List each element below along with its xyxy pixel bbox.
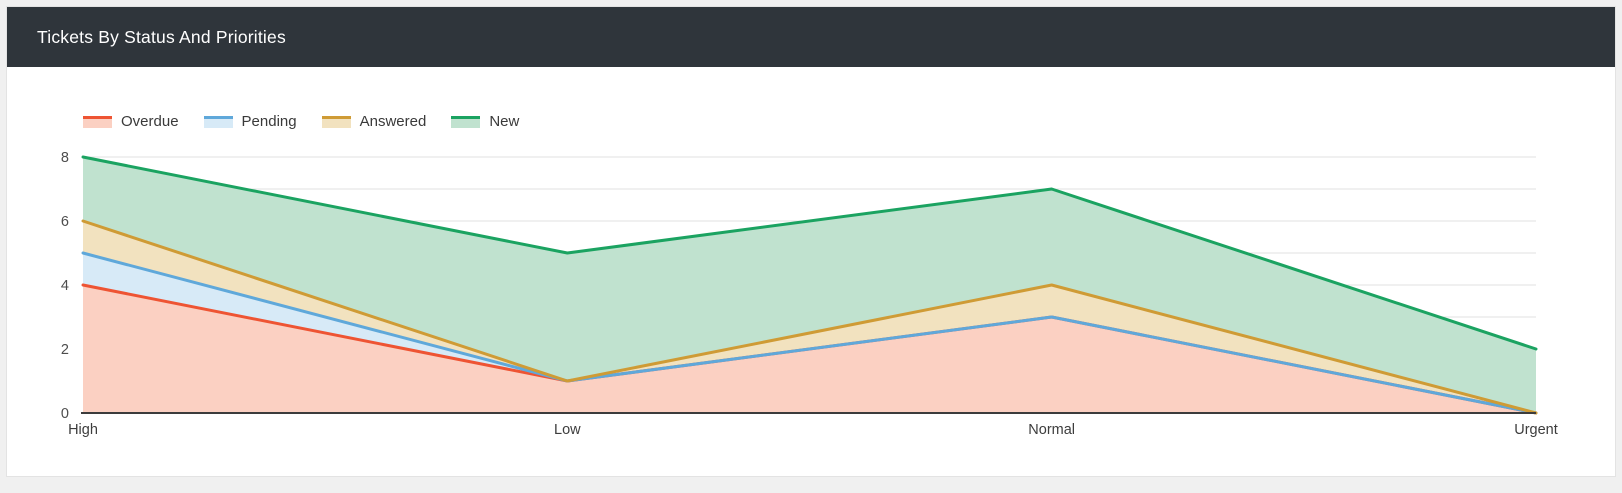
y-tick-label: 2 xyxy=(61,342,69,358)
legend-swatch-overdue xyxy=(83,115,112,128)
tickets-panel: Tickets By Status And Priorities Overdue… xyxy=(6,6,1616,477)
legend-item-pending[interactable]: Pending xyxy=(203,113,297,130)
legend-item-overdue[interactable]: Overdue xyxy=(83,113,179,130)
panel-header: Tickets By Status And Priorities xyxy=(7,7,1615,67)
chart-legend: Overdue Pending Answered New xyxy=(83,113,519,130)
x-category-label: High xyxy=(68,422,98,438)
series-area-new xyxy=(83,157,1536,413)
series-area-pending xyxy=(83,253,1536,413)
tickets-area-chart: 0 2 4 6 8 High Low Normal Urgent xyxy=(61,150,1558,438)
legend-swatch-pending xyxy=(203,115,233,128)
legend-label-answered: Answered xyxy=(359,113,427,130)
legend-item-answered[interactable]: Answered xyxy=(321,113,427,130)
legend-item-new[interactable]: New xyxy=(451,113,519,130)
series-line-pending xyxy=(81,251,1538,415)
legend-label-pending: Pending xyxy=(241,113,297,130)
y-tick-label: 0 xyxy=(61,406,69,422)
panel-title: Tickets By Status And Priorities xyxy=(37,26,286,47)
legend-swatch-answered xyxy=(321,115,351,128)
legend-swatch-new xyxy=(451,115,481,128)
y-tick-label: 6 xyxy=(61,214,69,230)
chart-area: Overdue Pending Answered New 0 2 4 6 8 High Low No… xyxy=(7,67,1615,476)
series-line-answered xyxy=(81,219,1538,415)
x-category-label: Normal xyxy=(1028,422,1075,438)
x-category-label: Urgent xyxy=(1514,422,1558,438)
series-line-new xyxy=(81,155,1538,351)
y-tick-label: 4 xyxy=(61,278,69,294)
x-category-label: Low xyxy=(554,422,581,438)
y-tick-label: 8 xyxy=(61,150,69,166)
legend-label-overdue: Overdue xyxy=(121,113,179,130)
legend-label-new: New xyxy=(489,113,520,130)
